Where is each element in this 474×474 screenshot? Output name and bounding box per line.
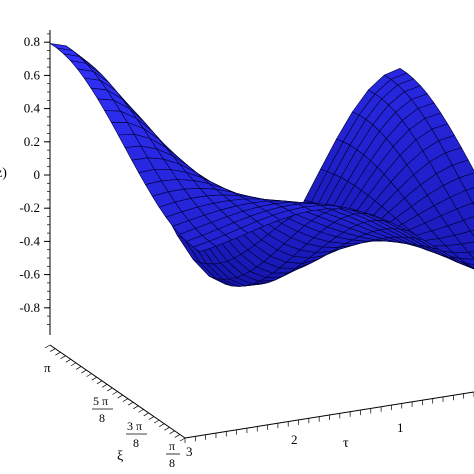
xi-minor-tick bbox=[65, 359, 71, 363]
surface-mesh bbox=[49, 43, 474, 287]
z-tick-label: 0.4 bbox=[24, 101, 41, 116]
xi-minor-tick bbox=[138, 409, 144, 413]
z-tick-label: 0 bbox=[34, 167, 41, 182]
xi-minor-tick bbox=[60, 355, 66, 360]
xi-minor-tick bbox=[81, 369, 87, 374]
xi-minor-tick bbox=[159, 423, 165, 427]
xi-minor-tick bbox=[127, 401, 134, 406]
xi-minor-tick bbox=[50, 348, 56, 352]
z-axis-ticks: 0.8 0.6 0.4 0.2 0 -0.2 -0.4 -0.6 -0.8 bbox=[19, 33, 50, 325]
xi-tick-label-pi8-den: 8 bbox=[169, 456, 175, 470]
xi-tick-label-3pi8-num: 3 π bbox=[127, 419, 142, 433]
tau-axis-minor-ticks bbox=[184, 392, 474, 443]
xi-tick-label-5pi8-den: 8 bbox=[99, 411, 105, 425]
xi-minor-tick bbox=[174, 434, 180, 438]
xi-minor-tick bbox=[55, 351, 61, 356]
xi-minor-tick bbox=[133, 405, 139, 410]
xi-tick-label-5pi8-num: 5 π bbox=[93, 394, 108, 408]
z-tick-label: -0.4 bbox=[19, 233, 40, 248]
xi-minor-tick bbox=[101, 384, 108, 388]
xi-tick-label-pi: π bbox=[44, 360, 51, 375]
xi-tick-label-pi8-num: π bbox=[169, 439, 175, 453]
xi-minor-tick bbox=[122, 398, 129, 402]
xi-axis-label: ξ bbox=[117, 449, 123, 464]
xi-minor-tick bbox=[75, 366, 82, 370]
xi-minor-tick bbox=[153, 419, 160, 424]
xi-minor-tick bbox=[107, 387, 113, 392]
tau-tick-label-1: 1 bbox=[397, 420, 404, 435]
z-tick-label: -0.6 bbox=[19, 267, 40, 282]
xi-axis-minor-ticks bbox=[44, 344, 186, 442]
xi-minor-tick bbox=[169, 430, 175, 435]
xi-minor-tick bbox=[112, 391, 118, 395]
z-tick-label: 0.2 bbox=[24, 134, 40, 149]
xi-minor-tick bbox=[44, 344, 51, 349]
z-tick-label: -0.8 bbox=[19, 300, 40, 315]
tau-axis-label: τ bbox=[343, 436, 349, 451]
xi-minor-tick bbox=[91, 376, 97, 381]
tau-tick-label-2: 2 bbox=[291, 432, 298, 447]
xi-minor-tick bbox=[164, 426, 170, 431]
xi-minor-tick bbox=[179, 437, 186, 442]
surface-cell bbox=[192, 241, 217, 253]
xi-minor-tick bbox=[148, 416, 155, 420]
z-tick-label: -0.2 bbox=[19, 200, 40, 215]
z-axis-label: z) bbox=[0, 166, 7, 181]
tau-tick-label-3: 3 bbox=[186, 444, 193, 459]
xi-tick-label-3pi8-den: 8 bbox=[133, 436, 139, 450]
xi-minor-tick bbox=[96, 380, 103, 385]
z-tick-label: 0.8 bbox=[24, 34, 40, 49]
z-tick-label: 0.6 bbox=[24, 67, 41, 82]
xi-minor-tick bbox=[117, 394, 123, 399]
xi-minor-tick bbox=[143, 412, 149, 417]
xi-minor-tick bbox=[86, 373, 92, 377]
xi-minor-tick bbox=[70, 362, 77, 367]
